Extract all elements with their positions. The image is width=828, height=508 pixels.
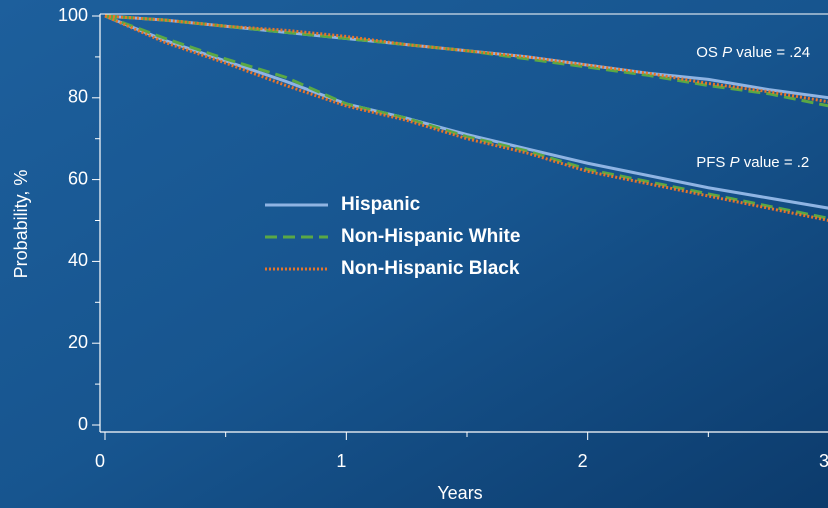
survival-line <box>104 14 828 222</box>
x-tick-label: 1 <box>336 451 346 471</box>
y-tick-label: 40 <box>68 250 88 270</box>
annotation: OS P value = .24 <box>696 44 810 61</box>
y-axis-title: Probability, % <box>11 170 31 279</box>
annotation-part: value = .24 <box>732 44 810 61</box>
annotation-part: PFS <box>696 154 729 171</box>
survival-line <box>104 14 828 210</box>
x-axis-title: Years <box>437 483 482 503</box>
legend-label: Non-Hispanic White <box>341 226 520 247</box>
x-tick-label: 2 <box>578 451 588 471</box>
x-tick-label: 0 <box>95 451 105 471</box>
survival-line <box>104 14 828 104</box>
annotation-part: OS <box>696 44 722 61</box>
survival-line <box>104 14 828 108</box>
annotation-part: P <box>722 44 732 61</box>
annotation: PFS P value = .2 <box>696 154 809 171</box>
annotation-part: P <box>730 154 740 171</box>
y-tick-label: 20 <box>68 332 88 352</box>
legend-label: Hispanic <box>341 194 421 215</box>
survival-line <box>104 14 828 220</box>
y-tick-label: 80 <box>68 87 88 107</box>
y-tick-label: 60 <box>68 168 88 188</box>
legend-label: Non-Hispanic Black <box>341 258 520 279</box>
y-tick-label: 100 <box>58 5 88 25</box>
annotation-part: value = .2 <box>740 154 810 171</box>
y-tick-label: 0 <box>78 414 88 434</box>
x-tick-label: 3 <box>819 451 828 471</box>
